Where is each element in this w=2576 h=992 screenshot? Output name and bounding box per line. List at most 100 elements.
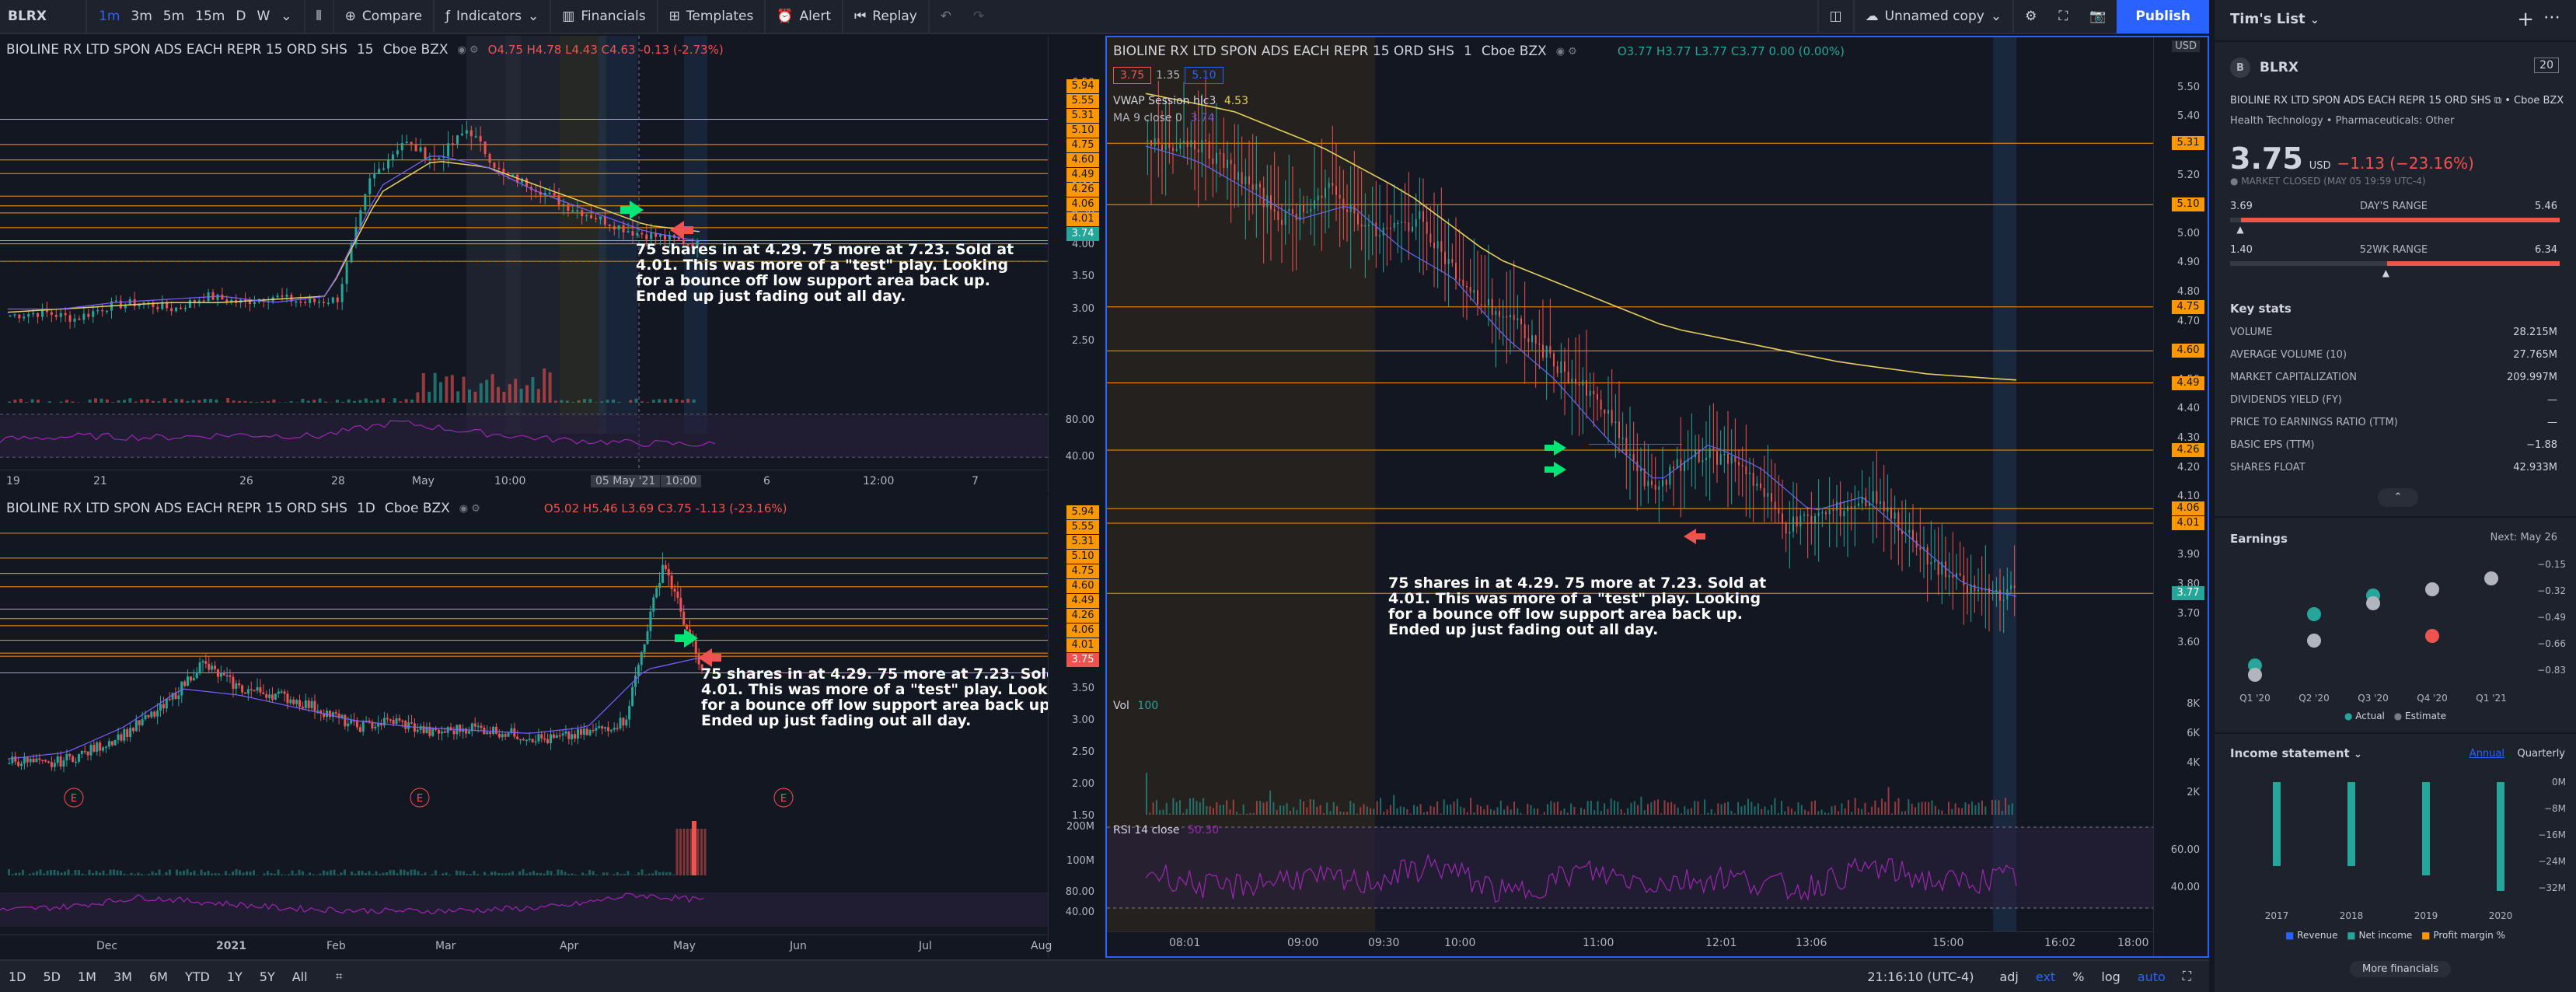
eye-icon[interactable]: ◉ ⚙ xyxy=(457,44,479,56)
price-label[interactable]: 4.60 xyxy=(1066,153,1099,167)
tab-annual[interactable]: Annual xyxy=(2469,748,2504,760)
interval-5m[interactable]: 5m xyxy=(162,9,185,24)
price-label[interactable]: 4.49 xyxy=(1066,168,1099,182)
chart-1m-canvas[interactable] xyxy=(1107,37,2153,931)
price-label[interactable]: 5.10 xyxy=(1066,550,1099,564)
range-all[interactable]: All xyxy=(291,969,308,984)
buy-button[interactable]: 5.10 xyxy=(1185,67,1223,84)
vwap-legend[interactable]: VWAP Session hlc3 4.53 xyxy=(1113,95,1248,107)
chart-type-button[interactable]: ⫴ xyxy=(303,0,333,33)
ma-legend[interactable]: MA 9 close 0 3.74 xyxy=(1113,112,1215,124)
range-3m[interactable]: 3M xyxy=(113,969,132,984)
interval-d[interactable]: D xyxy=(236,9,246,24)
auto-toggle[interactable]: auto xyxy=(2137,969,2166,984)
range-1m[interactable]: 1M xyxy=(78,969,96,984)
save-layout-button[interactable]: ☁ Unnamed copy ⌄ xyxy=(1852,0,2012,33)
price-label[interactable]: 4.01 xyxy=(1066,638,1099,652)
ext-toggle[interactable]: ext xyxy=(2035,969,2056,984)
badge[interactable]: 20 xyxy=(2534,58,2559,73)
sell-button[interactable]: 3.75 xyxy=(1113,67,1152,84)
alert-button[interactable]: ⏰ Alert xyxy=(764,0,842,33)
price-label[interactable]: 4.60 xyxy=(1066,579,1099,593)
price-label[interactable]: 5.31 xyxy=(1066,535,1099,549)
chart-15m-canvas[interactable] xyxy=(0,36,1048,470)
price-label[interactable]: 4.26 xyxy=(1066,183,1099,197)
currency-label[interactable]: USD xyxy=(2172,40,2200,52)
interval-15m[interactable]: 15m xyxy=(195,9,225,24)
price-label[interactable]: 3.77 xyxy=(2172,586,2204,601)
interval-w[interactable]: W xyxy=(257,9,271,24)
price-label[interactable]: 4.06 xyxy=(2172,501,2204,516)
price-label[interactable]: 5.31 xyxy=(1066,109,1099,123)
external-link-icon[interactable]: ⧉ • xyxy=(2494,95,2515,107)
replay-button[interactable]: ⏮ Replay xyxy=(841,0,928,33)
price-label[interactable]: 3.74 xyxy=(1066,227,1099,241)
time-scale[interactable]: Dec 2021 Feb Mar Apr May Jun Jul Aug xyxy=(0,934,1052,958)
range-1y[interactable]: 1Y xyxy=(226,969,243,984)
price-label[interactable]: 4.75 xyxy=(1066,138,1099,152)
chevron-down-icon[interactable]: ⌄ xyxy=(2309,14,2319,26)
percent-toggle[interactable]: % xyxy=(2072,969,2085,984)
undo-button[interactable]: ↶ xyxy=(927,0,962,33)
eye-icon[interactable]: ◉ ⚙ xyxy=(459,502,480,515)
watchlist-title[interactable]: Tim's List xyxy=(2230,11,2305,27)
trade-annotation[interactable]: 75 shares in at 4.29. 75 more at 7.23. S… xyxy=(636,241,1014,305)
price-label[interactable]: 4.06 xyxy=(1066,623,1099,637)
compare-button[interactable]: ⊕ Compare xyxy=(332,0,433,33)
tab-quarterly[interactable]: Quarterly xyxy=(2517,748,2565,760)
settings-button[interactable]: ⚙ xyxy=(2012,0,2047,33)
goto-date-icon[interactable]: ⌗ xyxy=(335,969,343,983)
snapshot-button[interactable]: 📷 xyxy=(2079,0,2117,33)
more-financials-button[interactable]: More financials xyxy=(2350,961,2452,977)
price-label[interactable]: 4.75 xyxy=(2172,299,2204,314)
add-symbol-icon[interactable]: + xyxy=(2517,8,2534,31)
fullscreen-button[interactable]: ⛶ xyxy=(2047,0,2079,33)
trade-annotation[interactable]: 75 shares in at 4.29. 75 more at 7.23. S… xyxy=(701,665,1079,729)
price-label[interactable]: 5.55 xyxy=(1066,520,1099,534)
trade-annotation[interactable]: 75 shares in at 4.29. 75 more at 7.23. S… xyxy=(1388,575,1767,638)
price-label[interactable]: 4.26 xyxy=(2172,443,2204,458)
interval-1m[interactable]: 1m xyxy=(99,9,120,24)
price-label[interactable]: 5.10 xyxy=(1066,124,1099,138)
price-label[interactable]: 5.55 xyxy=(1066,94,1099,108)
price-scale[interactable]: 6.506.005.505.004.504.003.503.002.5080.0… xyxy=(1048,36,1102,493)
templates-button[interactable]: ⊞ Templates xyxy=(656,0,765,33)
clock[interactable]: 21:16:10 (UTC-4) xyxy=(1867,969,1974,984)
range-6m[interactable]: 6M xyxy=(148,969,168,984)
price-label[interactable]: 4.01 xyxy=(2172,516,2204,531)
price-label[interactable]: 5.94 xyxy=(1066,505,1099,519)
indicators-button[interactable]: ƒ Indicators ⌄ xyxy=(433,0,550,33)
chevron-down-icon[interactable]: ⌄ xyxy=(281,9,292,24)
price-scale[interactable]: USD5.505.405.205.004.904.804.704.504.404… xyxy=(2153,37,2208,956)
earnings-chart[interactable]: −0.15 −0.32 −0.49 −0.66 −0.83 Q1 '20 Q2 '20 Q3 … xyxy=(2227,549,2569,712)
income-chart[interactable]: 0M −8M −16M −24M −32M 2017 2018 2019 2020 xyxy=(2227,773,2569,925)
log-toggle[interactable]: log xyxy=(2101,969,2120,984)
income-title[interactable]: Income statement ⌄ xyxy=(2230,746,2362,760)
price-label[interactable]: 4.49 xyxy=(1066,594,1099,608)
symbol-row[interactable]: B BLRX xyxy=(2230,58,2299,78)
interval-3m[interactable]: 3m xyxy=(131,9,152,24)
price-label[interactable]: 4.01 xyxy=(1066,212,1099,226)
time-scale[interactable]: 08:01 09:00 09:30 10:00 11:00 12:01 13:06 15:00… xyxy=(1107,931,2153,955)
price-label[interactable]: 3.75 xyxy=(1066,653,1099,667)
redo-button[interactable]: ↷ xyxy=(962,0,995,33)
adj-toggle[interactable]: adj xyxy=(1999,969,2019,984)
range-1d[interactable]: 1D xyxy=(9,969,26,984)
chart-pane-15m[interactable]: BIOLINE RX LTD SPON ADS EACH REPR 15 ORD… xyxy=(0,36,1102,493)
rsi-legend[interactable]: RSI 14 close 50.30 xyxy=(1113,824,1219,837)
price-label[interactable]: 4.60 xyxy=(2172,344,2204,358)
eye-icon[interactable]: ◉ ⚙ xyxy=(1555,45,1577,58)
layout-button[interactable]: ◫ xyxy=(1817,0,1853,33)
time-scale[interactable]: 19 21 26 28 May 10:00 05 May '21 10:00 6 12:00 7 xyxy=(0,470,1048,493)
range-5y[interactable]: 5Y xyxy=(259,969,275,984)
price-label[interactable]: 4.06 xyxy=(1066,197,1099,211)
sector-line[interactable]: Health Technology • Pharmaceuticals: Oth… xyxy=(2230,115,2455,127)
chart-pane-1d[interactable]: E E E BIOLINE RX LTD SPON ADS EACH REPR 15… xyxy=(0,494,1102,958)
price-label[interactable]: 5.31 xyxy=(2172,136,2204,151)
price-scale[interactable]: 3.50 3.00 2.50 2.00 1.50 200M 100M 80.00 40.00 5.… xyxy=(1048,494,1102,958)
price-label[interactable]: 5.94 xyxy=(1066,79,1099,93)
price-label[interactable]: 5.10 xyxy=(2172,197,2204,212)
price-label[interactable]: 4.75 xyxy=(1066,564,1099,578)
publish-button[interactable]: Publish xyxy=(2117,0,2209,33)
